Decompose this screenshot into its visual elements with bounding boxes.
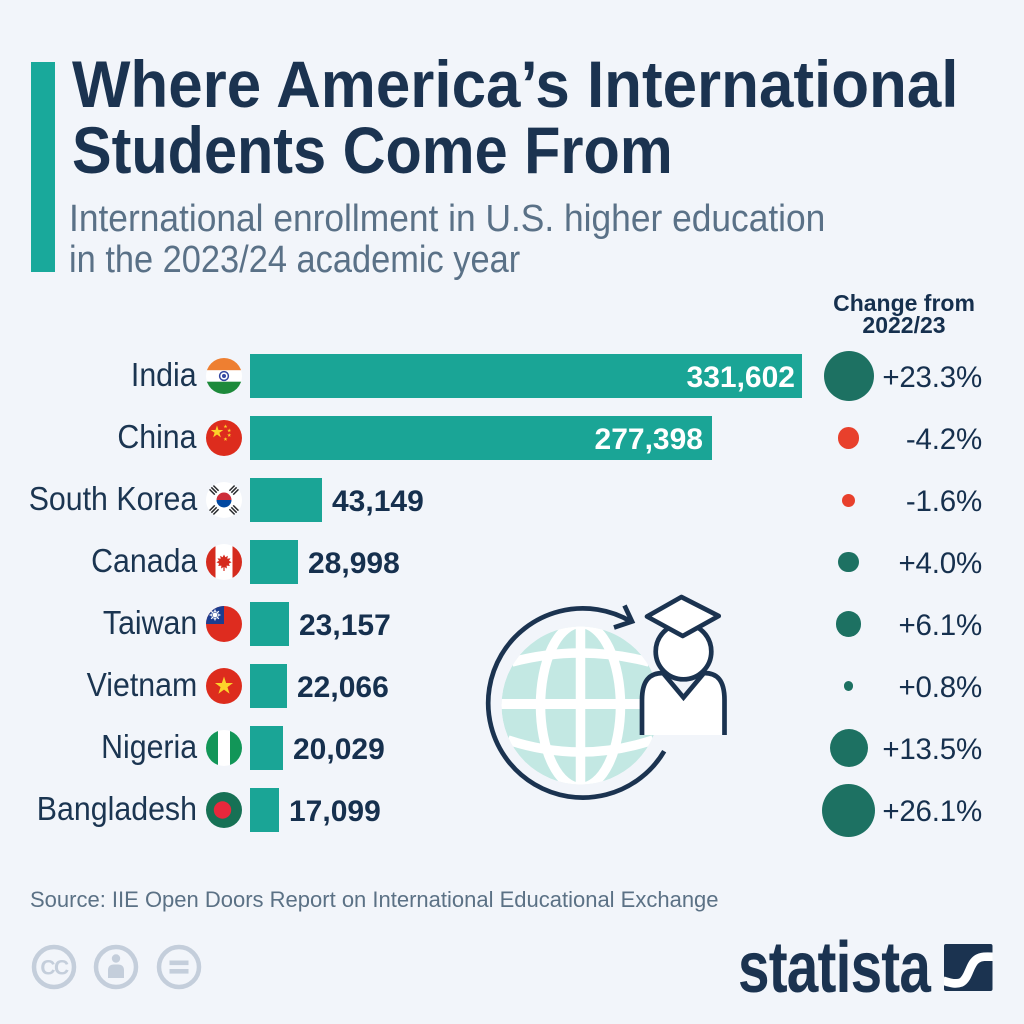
svg-text:CC: CC bbox=[40, 957, 69, 980]
